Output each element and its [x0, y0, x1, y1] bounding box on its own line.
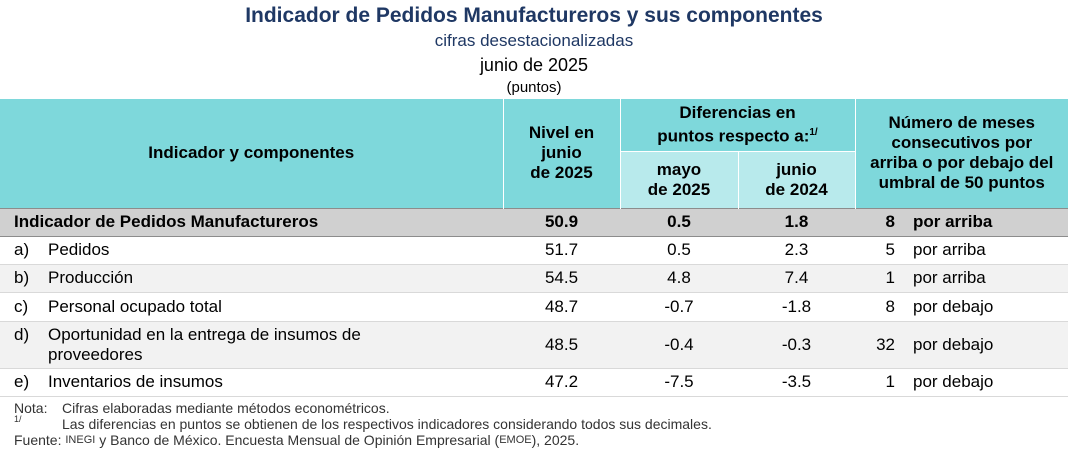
header-differences: Diferencias en puntos respecto a:1/ — [619, 99, 855, 151]
table-period: junio de 2025 — [479, 55, 589, 75]
total-diff-jun: 1.8 — [738, 207, 855, 237]
footnotes: Nota: Cifras elaboradas mediante métodos … — [14, 400, 712, 448]
row-label: Producción — [48, 268, 134, 287]
row-label: Personal ocupado total — [48, 296, 222, 316]
header-level: Nivel en junio de 2025 — [502, 99, 620, 208]
header-months: Número de meses consecutivos por arriba … — [854, 99, 1068, 208]
indicator-table: Indicador y componentes Nivel en junio d… — [0, 99, 1068, 397]
total-months: 8 por arriba — [855, 207, 1068, 237]
total-level: 50.9 — [503, 207, 620, 237]
table-row: e) Inventarios de insumos 47.2 -7.5 -3.5 … — [0, 368, 1068, 397]
row-label: Pedidos — [48, 240, 110, 259]
footnote-1: 1/Las diferencias en puntos se obtienen … — [14, 414, 712, 432]
row-label: Oportunidad en la entrega de insumos de p… — [48, 324, 361, 364]
table-units: (puntos) — [506, 79, 562, 96]
note-line: Nota: Cifras elaboradas mediante métodos … — [14, 400, 390, 416]
total-label: Indicador de Pedidos Manufactureros — [0, 207, 503, 237]
source-line: Fuente: INEGI y Banco de México. Encuest… — [14, 432, 580, 448]
table-subtitle: cifras desestacionalizadas — [434, 31, 634, 50]
table-row: c) Personal ocupado total 48.7 -0.7 -1.8 … — [0, 292, 1068, 322]
table-row: a) Pedidos 51.7 0.5 2.3 5 por arriba — [0, 236, 1068, 265]
total-row: Indicador de Pedidos Manufactureros 50.9… — [0, 207, 1068, 237]
table-row: b) Producción 54.5 4.8 7.4 1 por arriba — [0, 264, 1068, 293]
header-indicator: Indicador y componentes — [0, 99, 503, 208]
table-row: d) Oportunidad en la entrega de insumos d… — [0, 321, 1068, 369]
total-diff-may: 0.5 — [620, 207, 738, 237]
row-label: Inventarios de insumos — [48, 372, 223, 391]
table-title: Indicador de Pedidos Manufactureros y su… — [245, 4, 823, 27]
header-may-2025: mayo de 2025 — [619, 150, 738, 208]
header-june-2024: junio de 2024 — [737, 150, 855, 208]
